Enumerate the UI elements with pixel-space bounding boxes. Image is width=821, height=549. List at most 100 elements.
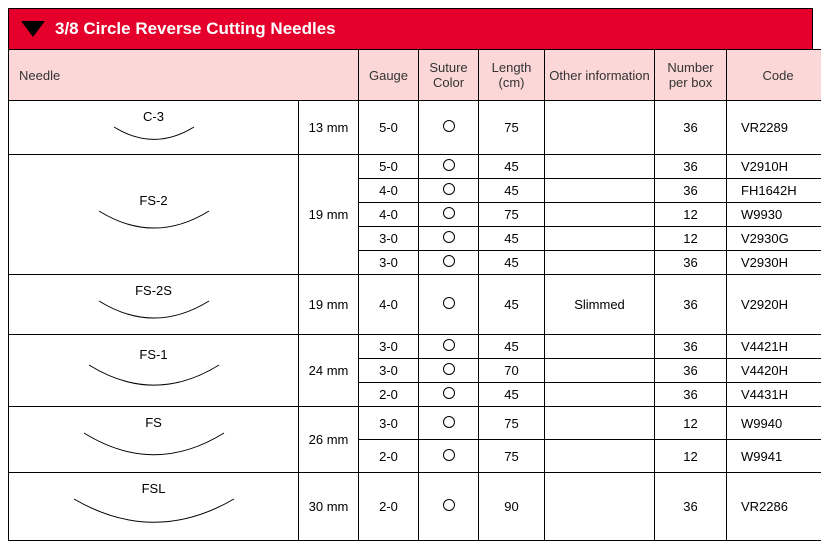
needle-size: 19 mm xyxy=(299,155,359,275)
gauge-cell: 5-0 xyxy=(359,155,419,179)
needle-name: FS-2S xyxy=(135,283,172,298)
length-cell: 45 xyxy=(479,275,545,335)
gauge-cell: 3-0 xyxy=(359,227,419,251)
color-cell xyxy=(419,101,479,155)
gauge-cell: 3-0 xyxy=(359,251,419,275)
length-cell: 45 xyxy=(479,155,545,179)
other-cell xyxy=(545,251,655,275)
circle-icon xyxy=(443,449,455,461)
num-cell: 36 xyxy=(655,155,727,179)
other-cell xyxy=(545,407,655,440)
needle-name: FSL xyxy=(142,481,166,496)
num-cell: 36 xyxy=(655,335,727,359)
needle-cell: FSL xyxy=(9,473,299,541)
col-needle: Needle xyxy=(9,50,359,101)
circle-icon xyxy=(443,207,455,219)
code-cell: FH1642H xyxy=(727,179,821,203)
code-cell: V4431H xyxy=(727,383,821,407)
num-cell: 12 xyxy=(655,227,727,251)
table-header: 3/8 Circle Reverse Cutting Needles xyxy=(8,8,813,49)
num-cell: 36 xyxy=(655,101,727,155)
length-cell: 45 xyxy=(479,179,545,203)
code-cell: V2910H xyxy=(727,155,821,179)
needle-cell: C-3 xyxy=(9,101,299,155)
needle-table: Needle Gauge Suture Color Length (cm) Ot… xyxy=(8,49,821,541)
gauge-cell: 5-0 xyxy=(359,101,419,155)
length-cell: 45 xyxy=(479,251,545,275)
length-cell: 45 xyxy=(479,227,545,251)
needle-name: FS-1 xyxy=(139,347,167,362)
num-cell: 36 xyxy=(655,251,727,275)
circle-icon xyxy=(443,120,455,132)
color-cell xyxy=(419,407,479,440)
num-cell: 12 xyxy=(655,203,727,227)
needle-arc-icon: FS-2 xyxy=(21,191,286,238)
code-cell: W9940 xyxy=(727,407,821,440)
needle-arc-icon: FSL xyxy=(21,479,286,534)
num-cell: 12 xyxy=(655,440,727,473)
length-cell: 75 xyxy=(479,440,545,473)
table-row: FSL 30 mm2-09036VR2286 xyxy=(9,473,821,541)
needle-cell: FS xyxy=(9,407,299,473)
needle-name: FS xyxy=(145,415,162,430)
table-row: FS-2 19 mm5-04536V2910H xyxy=(9,155,821,179)
circle-icon xyxy=(443,387,455,399)
other-cell xyxy=(545,473,655,541)
needle-arc-icon: FS-1 xyxy=(21,345,286,396)
circle-icon xyxy=(443,499,455,511)
other-cell xyxy=(545,101,655,155)
needle-name: C-3 xyxy=(143,109,164,124)
other-cell xyxy=(545,359,655,383)
color-cell xyxy=(419,203,479,227)
col-num: Number per box xyxy=(655,50,727,101)
color-cell xyxy=(419,275,479,335)
other-cell xyxy=(545,203,655,227)
color-cell xyxy=(419,335,479,359)
other-cell xyxy=(545,155,655,179)
circle-icon xyxy=(443,416,455,428)
needle-arc-icon: FS xyxy=(21,413,286,466)
color-cell xyxy=(419,179,479,203)
code-cell: VR2289 xyxy=(727,101,821,155)
other-cell xyxy=(545,335,655,359)
code-cell: V4420H xyxy=(727,359,821,383)
length-cell: 75 xyxy=(479,407,545,440)
color-cell xyxy=(419,359,479,383)
color-cell xyxy=(419,383,479,407)
color-cell xyxy=(419,473,479,541)
other-cell xyxy=(545,440,655,473)
length-cell: 45 xyxy=(479,335,545,359)
code-cell: V2930G xyxy=(727,227,821,251)
length-cell: 70 xyxy=(479,359,545,383)
gauge-cell: 4-0 xyxy=(359,203,419,227)
circle-icon xyxy=(443,255,455,267)
triangle-icon xyxy=(21,21,45,37)
other-cell xyxy=(545,179,655,203)
needle-arc-icon: C-3 xyxy=(21,107,286,148)
needle-name: FS-2 xyxy=(139,193,167,208)
table-row: C-3 13 mm5-07536VR2289 xyxy=(9,101,821,155)
num-cell: 36 xyxy=(655,359,727,383)
code-cell: V2920H xyxy=(727,275,821,335)
gauge-cell: 4-0 xyxy=(359,275,419,335)
col-color: Suture Color xyxy=(419,50,479,101)
header-title: 3/8 Circle Reverse Cutting Needles xyxy=(55,19,336,39)
length-cell: 45 xyxy=(479,383,545,407)
needle-size: 13 mm xyxy=(299,101,359,155)
gauge-cell: 2-0 xyxy=(359,383,419,407)
num-cell: 36 xyxy=(655,275,727,335)
needle-size: 30 mm xyxy=(299,473,359,541)
table-row: FS 26 mm3-07512W9940 xyxy=(9,407,821,440)
column-header-row: Needle Gauge Suture Color Length (cm) Ot… xyxy=(9,50,821,101)
length-cell: 90 xyxy=(479,473,545,541)
length-cell: 75 xyxy=(479,203,545,227)
num-cell: 12 xyxy=(655,407,727,440)
col-other: Other information xyxy=(545,50,655,101)
code-cell: V2930H xyxy=(727,251,821,275)
needle-size: 24 mm xyxy=(299,335,359,407)
circle-icon xyxy=(443,159,455,171)
needle-size: 19 mm xyxy=(299,275,359,335)
other-cell xyxy=(545,383,655,407)
gauge-cell: 4-0 xyxy=(359,179,419,203)
needle-cell: FS-1 xyxy=(9,335,299,407)
